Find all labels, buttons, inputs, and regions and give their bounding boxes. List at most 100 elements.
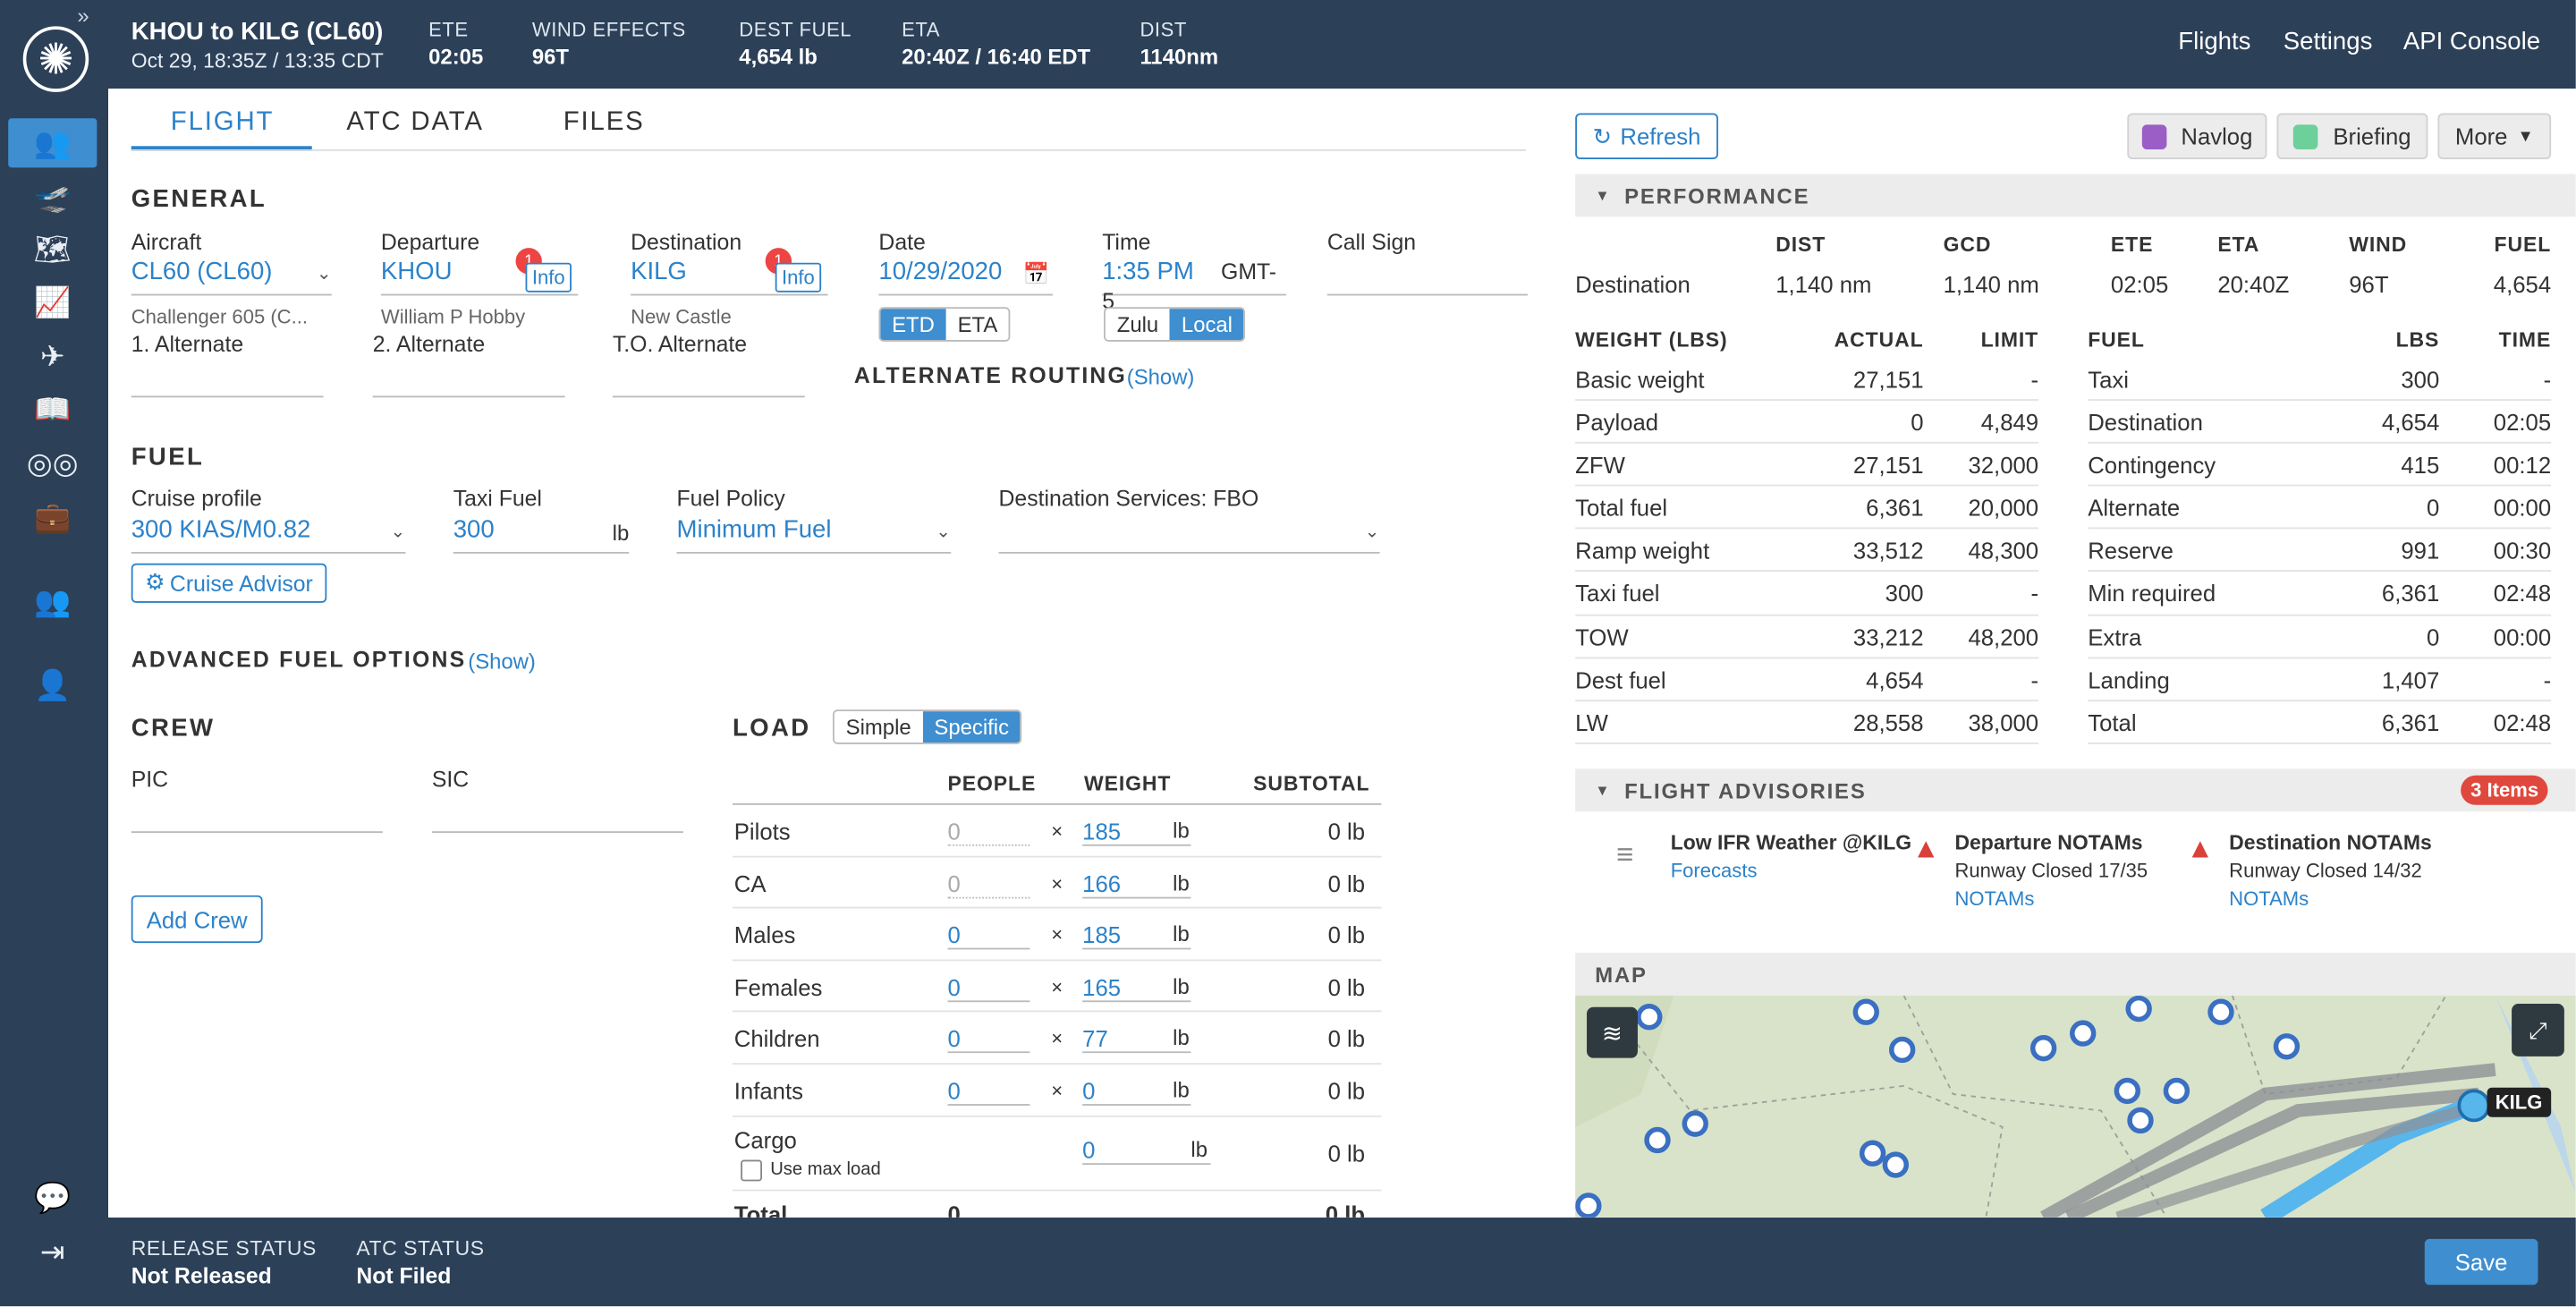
cruise-advisor-button[interactable]: ⚙ Cruise Advisor (131, 564, 327, 603)
specific-option[interactable]: Specific (923, 711, 1021, 743)
stat-eta: ETA 20:40Z / 16:40 EDT (902, 18, 1090, 69)
taxi-fuel-input[interactable]: 300 lb (453, 516, 630, 554)
people-input[interactable]: 0 (948, 818, 1030, 845)
app-logo-icon[interactable]: ✺ (23, 26, 89, 91)
fullscreen-expand-icon[interactable]: ⤢ (2512, 1004, 2564, 1057)
use-max-load-checkbox[interactable] (741, 1159, 762, 1181)
refresh-button[interactable]: ↻ Refresh (1575, 114, 1718, 159)
subtotal-column-header: SUBTOTAL (1253, 772, 1369, 795)
map-icon[interactable]: 🗺 (8, 225, 97, 275)
tab-files[interactable]: FILES (564, 108, 645, 138)
map-layers-icon[interactable]: ≋ (1587, 1007, 1638, 1058)
alternate-routing-heading: ALTERNATE ROUTING (854, 363, 1127, 388)
date-input[interactable]: 10/29/2020 📅 (878, 258, 1053, 295)
more-dropdown-button[interactable]: More ▼ (2437, 114, 2551, 159)
local-option[interactable]: Local (1170, 309, 1244, 340)
nav-settings-link[interactable]: Settings (2284, 28, 2373, 55)
aircraft-subtitle: Challenger 605 (C... (131, 305, 308, 328)
advanced-fuel-show-link[interactable]: (Show) (468, 649, 536, 674)
cruise-profile-label: Cruise profile (131, 486, 262, 511)
fuel-row: Destination 4,654 02:05 (2088, 401, 2551, 444)
chart-icon[interactable]: 📈 (8, 277, 97, 327)
fuel-row: Min required 6,361 02:48 (2088, 573, 2551, 615)
load-row: Infants 0 × 0 lb 0 lb (733, 1065, 1381, 1116)
people-column-header: PEOPLE (948, 772, 1037, 795)
time-input[interactable]: 1:35 PM GMT-5 (1102, 258, 1286, 295)
people-input[interactable]: 0 (948, 922, 1030, 950)
book-icon[interactable]: 📖 (8, 385, 97, 434)
weight-row: Payload 0 4,849 (1575, 401, 2038, 444)
alternate-1-input[interactable] (131, 360, 324, 397)
flights-people-icon[interactable]: 👥 (8, 118, 97, 167)
destination-marker[interactable] (2457, 1090, 2490, 1123)
callsign-input[interactable] (1327, 258, 1528, 295)
briefing-icon (2293, 123, 2318, 149)
chat-icon[interactable]: 💬 (8, 1173, 97, 1222)
stat-ete: ETE 02:05 (428, 18, 483, 69)
collapse-caret-icon: ▼ (1595, 187, 1611, 203)
voicemail-icon[interactable]: ◎◎ (8, 438, 97, 488)
tab-divider (131, 149, 1526, 151)
alternate-2-input[interactable] (373, 360, 565, 397)
save-button[interactable]: Save (2425, 1239, 2538, 1285)
logout-icon[interactable]: ⇥ (8, 1227, 97, 1277)
nav-api-console-link[interactable]: API Console (2403, 28, 2540, 55)
fuel-row: Reserve 991 00:30 (2088, 530, 2551, 573)
add-crew-button[interactable]: Add Crew (131, 895, 263, 943)
load-row: Males 0 × 185 lb 0 lb (733, 909, 1381, 961)
sic-input[interactable] (432, 795, 683, 833)
departure-info-button[interactable]: Info (526, 263, 572, 293)
perf-value: 1,140 nm (1944, 271, 2059, 297)
takeoff-alternate-input[interactable] (613, 360, 805, 397)
user-icon[interactable]: 👤 (8, 660, 97, 709)
people-input[interactable]: 0 (948, 1078, 1030, 1106)
tab-flight[interactable]: FLIGHT (171, 108, 275, 138)
sic-label: SIC (432, 768, 469, 793)
simple-option[interactable]: Simple (835, 711, 923, 743)
load-row: Children 0 × 77 lb 0 lb (733, 1013, 1381, 1065)
perf-value: 4,654 (2462, 271, 2551, 297)
pic-input[interactable] (131, 795, 383, 833)
fuel-heading: FUEL (131, 444, 205, 471)
perf-header: GCD (1944, 233, 2059, 257)
people-input[interactable]: 0 (948, 870, 1030, 898)
chevron-down-icon: ⌄ (391, 521, 406, 542)
fuel-table: FUEL LBS TIME Taxi 300 - Destination 4,6… (2088, 322, 2551, 744)
chevron-down-icon: ⌄ (317, 263, 332, 284)
nav-flights-link[interactable]: Flights (2178, 28, 2250, 55)
eta-option[interactable]: ETA (946, 309, 1009, 340)
perf-value: 1,140 nm (1775, 271, 1891, 297)
etd-eta-toggle[interactable]: ETD ETA (878, 307, 1011, 342)
departure-notams-link[interactable]: NOTAMs (1954, 887, 2217, 911)
main-content: FLIGHT ATC DATA FILES GENERAL Aircraft C… (108, 89, 2576, 1218)
people-input[interactable]: 0 (948, 1026, 1030, 1054)
departure-icon[interactable]: 🛫 (8, 173, 97, 222)
sidebar-rail: » ✺ 👥 🛫 🗺 📈 ✈ 📖 ◎◎ 💼 👥 👤 💬 ⇥ (0, 0, 108, 1306)
people-input[interactable]: 0 (948, 974, 1030, 1002)
etd-option[interactable]: ETD (880, 309, 945, 340)
group-icon[interactable]: 👥 (8, 577, 97, 626)
alternate-routing-show-link[interactable]: (Show) (1127, 365, 1195, 390)
flight-advisories-header[interactable]: ▼ FLIGHT ADVISORIES (1575, 768, 2576, 811)
zulu-option[interactable]: Zulu (1106, 309, 1170, 340)
performance-section-header[interactable]: ▼ PERFORMANCE (1575, 174, 2576, 217)
briefing-button[interactable]: Briefing (2276, 114, 2428, 159)
weight-row: Total fuel 6,361 20,000 (1575, 487, 2038, 530)
load-mode-toggle[interactable]: Simple Specific (833, 709, 1022, 744)
destination-services-select[interactable]: ⌄ (998, 516, 1379, 554)
stat-dist: DIST 1140nm (1140, 18, 1218, 69)
expand-chevron-icon[interactable]: » (77, 4, 89, 29)
cruise-profile-select[interactable]: 300 KIAS/M0.82 ⌄ (131, 516, 406, 554)
navlog-icon (2141, 123, 2166, 149)
fuel-policy-select[interactable]: Minimum Fuel ⌄ (676, 516, 951, 554)
destination-notams-link[interactable]: NOTAMs (2229, 887, 2557, 911)
navlog-button[interactable]: Navlog (2127, 114, 2267, 159)
tab-atc-data[interactable]: ATC DATA (346, 108, 483, 138)
briefcase-icon[interactable]: 💼 (8, 493, 97, 542)
airplane-icon[interactable]: ✈ (8, 332, 97, 381)
total-row: Total 0 0 lb (733, 1191, 1381, 1218)
route-map[interactable]: ≋ ⤢ KILG (1575, 996, 2576, 1218)
aircraft-select[interactable]: CL60 (CL60) ⌄ (131, 258, 332, 295)
zulu-local-toggle[interactable]: Zulu Local (1104, 307, 1246, 342)
destination-info-button[interactable]: Info (775, 263, 821, 293)
